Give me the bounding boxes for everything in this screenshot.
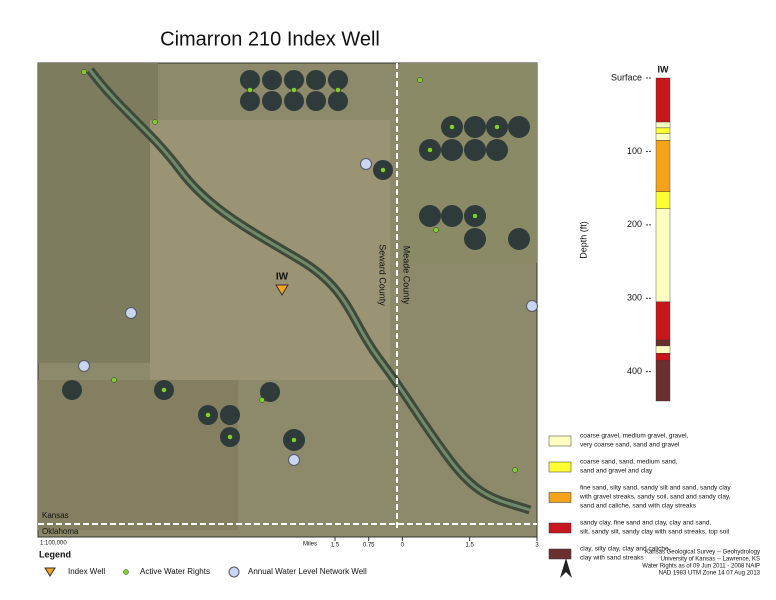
legend-swatch: [548, 435, 572, 447]
state-label: Kansas: [42, 511, 69, 520]
map: IW Seward County Meade County Kansas Okl…: [37, 62, 538, 538]
lithology-layer: [655, 77, 671, 123]
legend-item: Active Water Rights: [140, 567, 210, 576]
water-rights: [81, 69, 518, 473]
column-label: IW: [658, 64, 670, 74]
legend-swatch: [548, 522, 572, 534]
state-label: Oklahoma: [42, 527, 79, 536]
network-well: [526, 300, 538, 312]
legend-item: Annual Water Level Network Well: [248, 567, 367, 576]
credit-line: University of Kansas -- Lawrence, KS: [661, 557, 760, 563]
credit-line: NAD 1983 UTM Zone 14 07 Aug 2013: [659, 571, 761, 577]
credit-line: Kansas Geological Survey -- Geohydrology: [645, 550, 760, 556]
rangeland: [150, 120, 390, 380]
north-arrow: [560, 558, 572, 578]
legend-text: coarse sand, sand, medium sand,: [580, 459, 678, 466]
network-well: [288, 454, 300, 466]
lithology-layer: [655, 360, 671, 402]
scale-ratio: 1:100,000: [40, 541, 67, 547]
lithology-layer: [655, 121, 671, 129]
scale-label: 0: [401, 543, 405, 549]
legend-item: Index Well: [68, 567, 105, 576]
credit-line: Water Rights as of 09 Jun 2011 - 2008 NA…: [642, 564, 760, 570]
network-well: [78, 360, 90, 372]
legend-symbol: [228, 566, 240, 578]
depth-label: Surface: [611, 72, 642, 82]
legend-text: silt, sandy silt, sandy clay with sand s…: [580, 529, 730, 536]
legend-text: fine sand, silty sand, sandy silt and sa…: [580, 485, 731, 492]
lithology-layer: [655, 345, 671, 354]
depth-label: 100: [627, 146, 642, 156]
county-label: Seward County: [378, 244, 388, 306]
legend-swatch: [548, 461, 572, 473]
legend-swatch: [548, 548, 572, 560]
legend-text: sand and caliche, sand with clay streaks: [580, 503, 697, 510]
river-channel: [88, 69, 531, 512]
lithology-layer: [655, 133, 671, 141]
lithology-layer: [655, 301, 671, 341]
axis-label: Depth (ft): [578, 221, 588, 259]
legend-symbol: [44, 567, 56, 577]
legend-text: sandy clay, fine sand and clay, clay and…: [580, 520, 711, 527]
lithology-layer: [655, 191, 671, 209]
legend-text: clay, silty clay, clay and caliche,: [580, 546, 671, 553]
scale-label: 1.5: [331, 543, 340, 549]
field-area: [38, 380, 238, 530]
title: Cimarron 210 Index Well: [160, 28, 380, 50]
scale-label: 3: [535, 543, 539, 549]
county-label: Meade County: [402, 246, 412, 305]
legend-symbol: [123, 569, 129, 575]
depth-label: 300: [627, 293, 642, 303]
scale-unit: Miles: [303, 542, 317, 548]
legend-text: with gravel streaks, sandy soil, sand an…: [579, 494, 731, 501]
lithology-layer: [655, 127, 671, 134]
legend-title: Legend: [39, 549, 71, 559]
depth-label: 200: [627, 219, 642, 229]
lithology-layer: [655, 339, 671, 347]
legend-text: very coarse sand, sand and gravel: [580, 442, 680, 449]
scale-label: 1.5: [465, 543, 474, 549]
scale-label: 0.75: [363, 543, 375, 549]
field-area: [38, 63, 158, 363]
pivots: [62, 70, 530, 451]
depth-label: 400: [627, 366, 642, 376]
legend-text: coarse gravel, medium gravel, gravel,: [580, 433, 689, 440]
index-well-label: IW: [276, 272, 289, 283]
lithology-layer: [655, 353, 671, 361]
network-well: [360, 158, 372, 170]
lithology-layer: [655, 140, 671, 192]
legend-text: clay with sand streaks: [580, 555, 644, 562]
network-well: [125, 307, 137, 319]
legend-swatch: [548, 492, 572, 503]
legend-text: sand and gravel and clay: [580, 468, 653, 475]
lithology-layer: [655, 208, 671, 303]
index-well-marker: [275, 284, 289, 296]
